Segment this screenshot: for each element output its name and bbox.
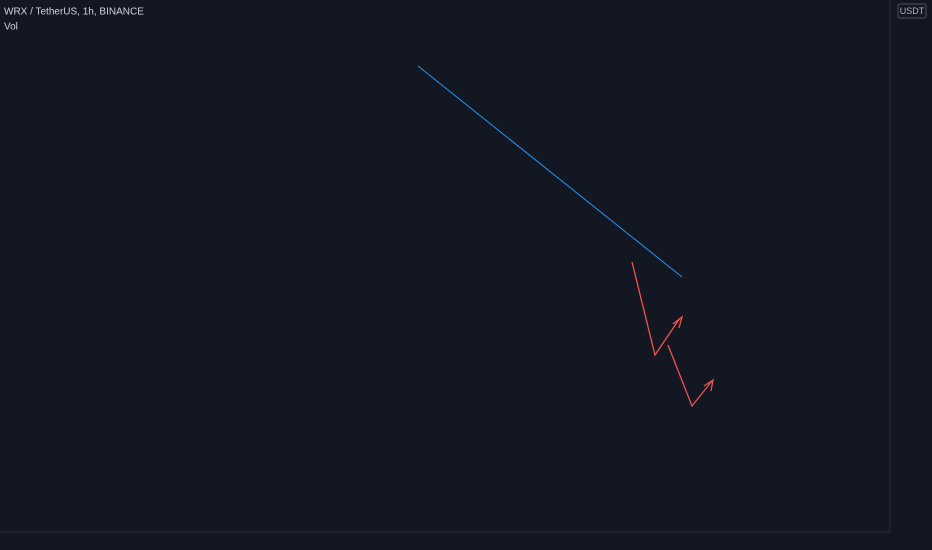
trend-line: [417, 65, 683, 278]
projection-arrow: [667, 344, 713, 408]
chart-title: WRX / TetherUS, 1h, BINANCE: [4, 7, 144, 18]
projection-arrow: [631, 261, 681, 357]
currency: USDT: [900, 6, 925, 16]
volume-label: Vol: [4, 22, 18, 33]
currency-box[interactable]: [897, 3, 927, 19]
arrow-head: [672, 315, 684, 329]
price-axis: [890, 0, 932, 550]
arrow-head: [703, 378, 714, 392]
